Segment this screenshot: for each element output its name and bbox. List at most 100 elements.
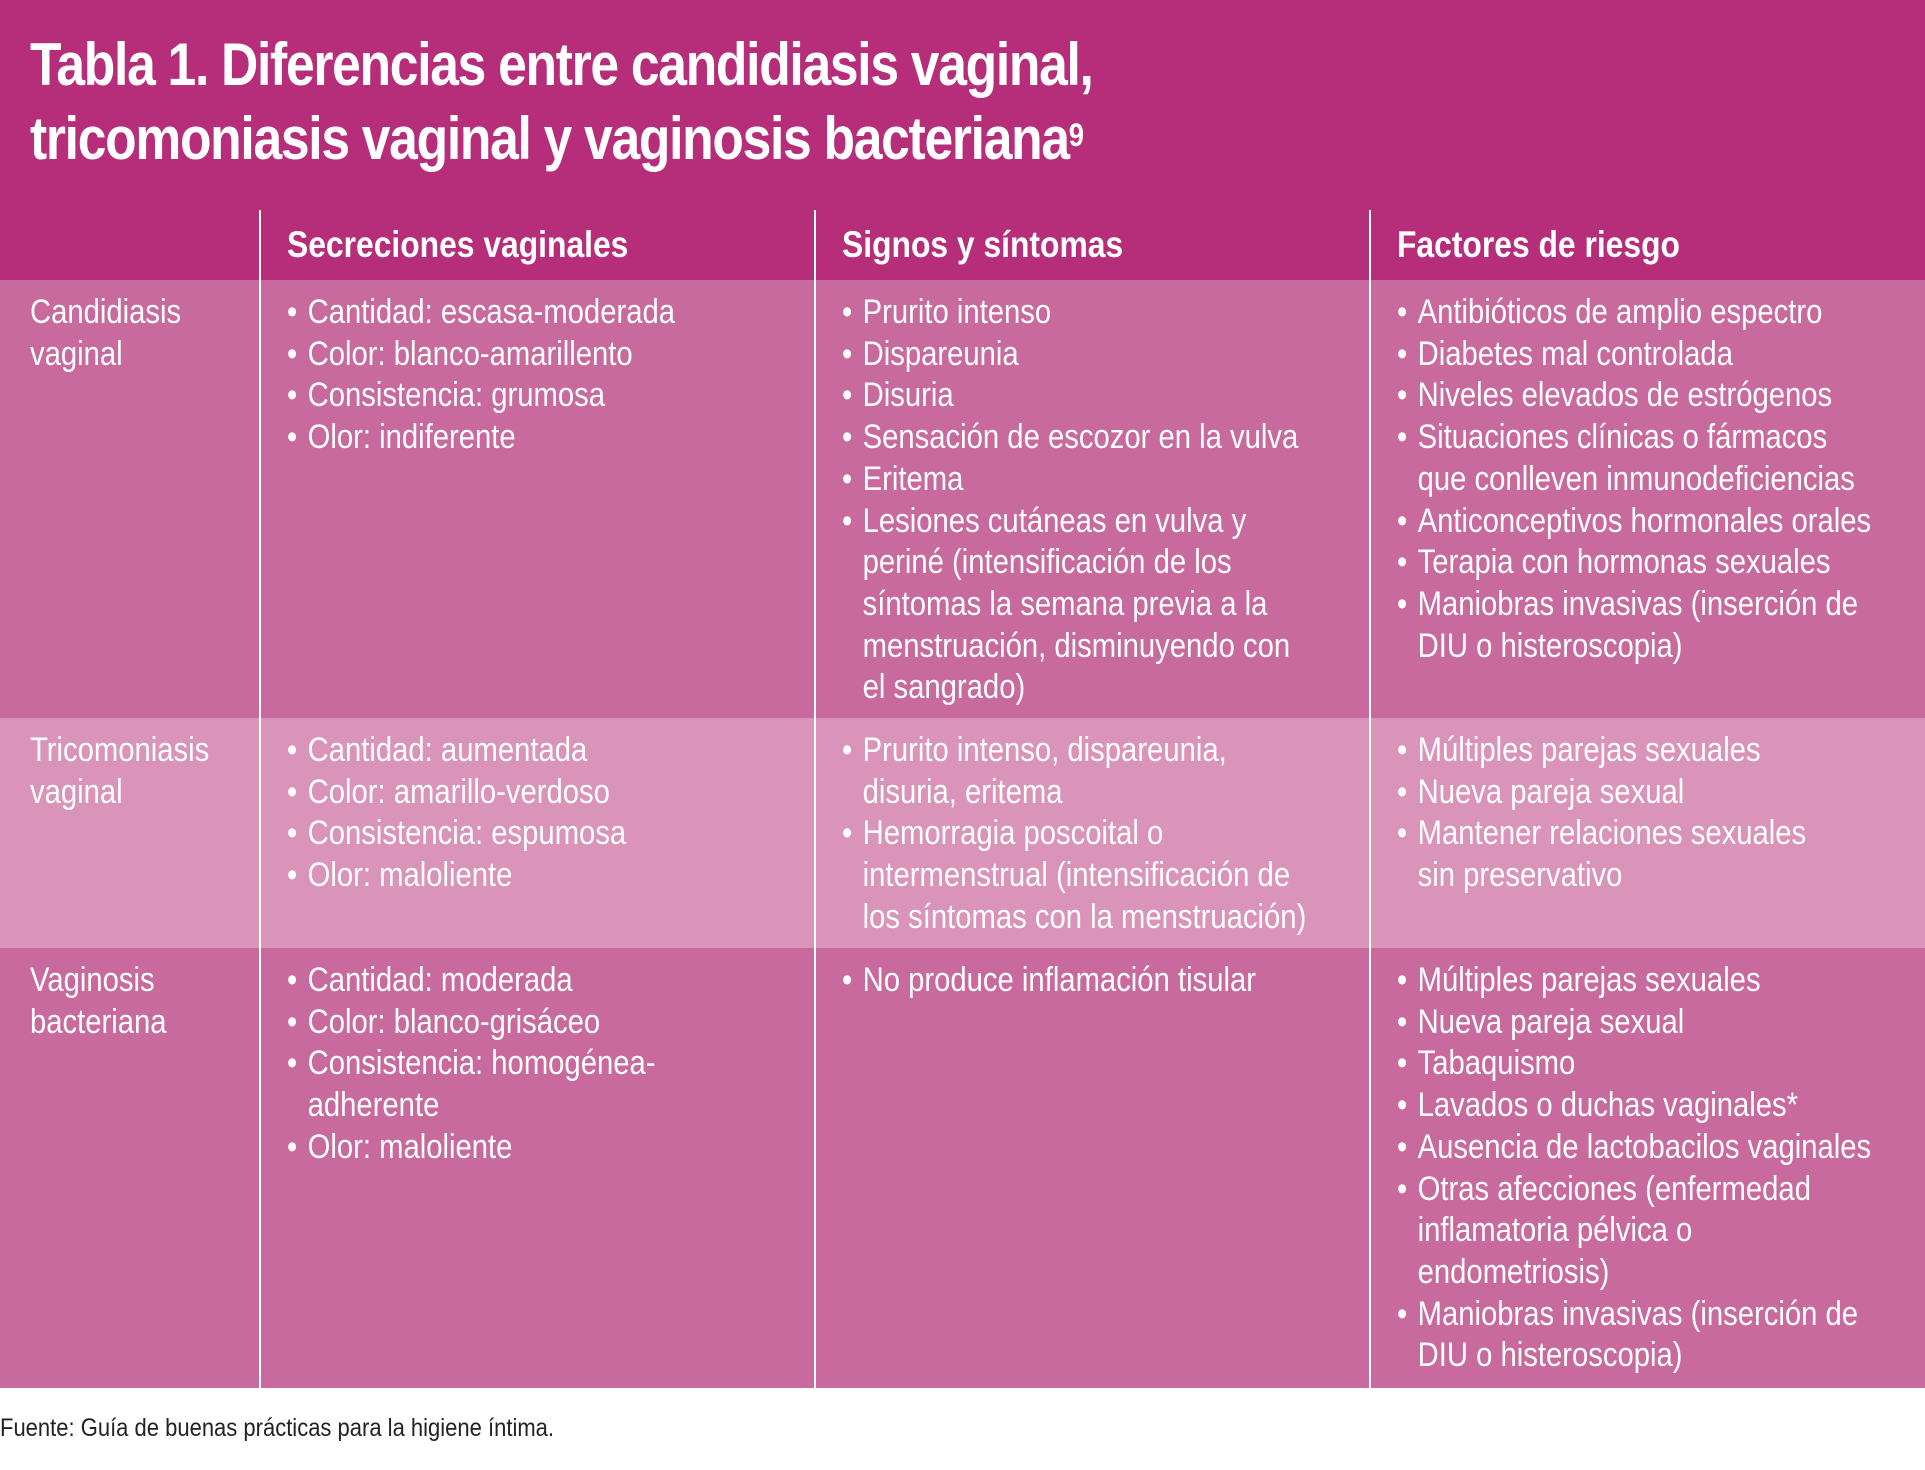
list-item-line: Hemorragia poscoital o <box>862 814 1164 853</box>
list-item: Color: amarillo-verdoso <box>287 772 743 814</box>
list-item: No produce inflamación tisular <box>842 960 1306 1002</box>
list-item-line: Consistencia: grumosa <box>307 376 606 415</box>
list-item-line: Cantidad: moderada <box>307 961 573 999</box>
row-label-line: bacteriana <box>30 1002 167 1041</box>
source-note: Fuente: Guía de buenas prácticas para la… <box>0 1414 555 1442</box>
list-item: Tabaquismo <box>1397 1043 1844 1085</box>
list-item-line: Prurito intenso, dispareunia, <box>862 731 1227 769</box>
list-item-line: Antibióticos de amplio espectro <box>1417 293 1823 331</box>
table-row-tricomoniasis: TricomoniasisvaginalCantidad: aumentadaC… <box>0 718 1925 948</box>
list-item: Ausencia de lactobacilos vaginales <box>1397 1127 1872 1169</box>
cell-signos-list: Prurito intenso, dispareunia,disuria, er… <box>842 730 1306 939</box>
list-item-line: Ausencia de lactobacilos vaginales <box>1417 1127 1872 1166</box>
list-item: Consistencia: homogénea-adherente <box>287 1043 743 1126</box>
list-item-line: Situaciones clínicas o fármacos <box>1417 418 1828 457</box>
cell-secreciones-content: Cantidad: moderadaColor: blanco-grisáceo… <box>287 960 743 1169</box>
row-label: Tricomoniasis vaginal <box>30 730 219 813</box>
list-item-line: Tabaquismo <box>1417 1044 1576 1083</box>
header-signos: Signos y síntomas <box>842 224 1124 265</box>
list-item: Múltiples parejas sexuales <box>1397 730 1844 772</box>
list-item: Nueva pareja sexual <box>1397 1002 1844 1044</box>
cell-factores-list: Múltiples parejas sexualesNueva pareja s… <box>1397 730 1844 897</box>
cell-signos: No produce inflamación tisular <box>842 960 1382 1002</box>
list-item-line: Nueva pareja sexual <box>1417 772 1685 811</box>
list-item-line: Anticonceptivos hormonales orales <box>1417 501 1872 540</box>
list-item: Anticonceptivos hormonales orales <box>1397 501 1872 543</box>
list-item: Niveles elevados de estrógenos <box>1397 375 1844 417</box>
list-item-line: Color: blanco-grisáceo <box>307 1002 601 1041</box>
list-item-line: intermenstrual (intensificación de <box>862 856 1291 895</box>
list-item-line: Nueva pareja sexual <box>1417 1002 1685 1041</box>
cell-factores: Múltiples parejas sexualesNueva pareja s… <box>1397 730 1917 897</box>
list-item-line: Consistencia: espumosa <box>307 814 627 853</box>
list-item: Olor: maloliente <box>287 1127 743 1169</box>
table-header-row: Secreciones vaginales Signos y síntomas … <box>0 210 1925 280</box>
comparison-table: Tabla 1. Diferencias entre candidiasis v… <box>0 0 1925 1388</box>
list-item: Otras afecciones (enfermedadinflamatoria… <box>1397 1169 1844 1294</box>
cell-signos-content: No produce inflamación tisular <box>842 960 1306 1002</box>
title-line-2-text: tricomoniasis vaginal y vaginosis bacter… <box>30 105 1070 172</box>
list-item-line: Maniobras invasivas (inserción de <box>1417 584 1859 623</box>
cell-signos-content: Prurito intenso, dispareunia,disuria, er… <box>842 730 1306 939</box>
list-item: Nueva pareja sexual <box>1397 772 1844 814</box>
list-item: Eritema <box>842 459 1306 501</box>
list-item-line: adherente <box>307 1086 440 1125</box>
cell-signos: Prurito intenso, dispareunia,disuria, er… <box>842 730 1382 939</box>
list-item: Cantidad: aumentada <box>287 730 743 772</box>
list-item: Olor: indiferente <box>287 417 743 459</box>
list-item-line: Olor: indiferente <box>307 418 516 457</box>
list-item-line: sin preservativo <box>1417 856 1623 895</box>
cell-factores-list: Antibióticos de amplio espectroDiabetes … <box>1397 292 1872 667</box>
list-item-line: Disuria <box>862 376 954 415</box>
list-item: Lavados o duchas vaginales* <box>1397 1085 1844 1127</box>
list-item-line: DIU o histeroscopia) <box>1417 1336 1683 1375</box>
list-item: Dispareunia <box>842 334 1306 376</box>
list-item-line: Olor: maloliente <box>307 1127 513 1166</box>
list-item-line: No produce inflamación tisular <box>862 961 1256 999</box>
list-item-line: Terapia con hormonas sexuales <box>1417 543 1831 582</box>
list-item-line: síntomas la semana previa a la <box>862 584 1268 623</box>
cell-secreciones-list: Cantidad: aumentadaColor: amarillo-verdo… <box>287 730 743 897</box>
list-item: Color: blanco-amarillento <box>287 334 743 376</box>
list-item-line: Lesiones cutáneas en vulva y <box>862 501 1247 540</box>
cell-secreciones-content: Cantidad: escasa-moderadaColor: blanco-a… <box>287 292 743 459</box>
list-item-line: Dispareunia <box>862 334 1019 373</box>
list-item-line: Mantener relaciones sexuales <box>1417 814 1807 853</box>
column-divider-1 <box>259 210 261 1388</box>
title-line-2: tricomoniasis vaginal y vaginosis bacter… <box>30 102 1093 176</box>
column-divider-3 <box>1369 210 1371 1388</box>
list-item: Múltiples parejas sexuales <box>1397 960 1844 1002</box>
cell-secreciones-content: Cantidad: aumentadaColor: amarillo-verdo… <box>287 730 743 897</box>
title-reference: 9 <box>1068 117 1084 153</box>
list-item-line: Lavados o duchas vaginales* <box>1417 1086 1799 1125</box>
list-item: Diabetes mal controlada <box>1397 334 1844 376</box>
list-item-line: menstruación, disminuyendo con <box>862 626 1291 665</box>
list-item: Terapia con hormonas sexuales <box>1397 542 1844 584</box>
list-item-line: periné (intensificación de los <box>862 543 1232 582</box>
row-label-line: vaginal <box>30 772 123 811</box>
list-item-line: Maniobras invasivas (inserción de <box>1417 1294 1859 1333</box>
list-item-line: Eritema <box>862 459 964 498</box>
cell-factores-content: Antibióticos de amplio espectroDiabetes … <box>1397 292 1872 667</box>
list-item-line: Múltiples parejas sexuales <box>1417 961 1761 999</box>
list-item-line: que conlleven inmunodeficiencias <box>1417 459 1855 498</box>
cell-factores: Múltiples parejas sexualesNueva pareja s… <box>1397 960 1917 1377</box>
cell-signos-list: No produce inflamación tisular <box>842 960 1306 1002</box>
list-item: Olor: maloliente <box>287 855 743 897</box>
list-item: Color: blanco-grisáceo <box>287 1002 743 1044</box>
list-item-line: endometriosis) <box>1417 1252 1610 1291</box>
title-line-1: Tabla 1. Diferencias entre candidiasis v… <box>30 31 1094 98</box>
list-item-line: inflamatoria pélvica o <box>1417 1211 1693 1250</box>
list-item-line: Niveles elevados de estrógenos <box>1417 376 1833 415</box>
list-item: Sensación de escozor en la vulva <box>842 417 1306 459</box>
list-item-line: Cantidad: aumentada <box>307 731 588 769</box>
cell-factores-list: Múltiples parejas sexualesNueva pareja s… <box>1397 960 1872 1377</box>
list-item-line: Múltiples parejas sexuales <box>1417 731 1761 769</box>
list-item-line: DIU o histeroscopia) <box>1417 626 1683 665</box>
